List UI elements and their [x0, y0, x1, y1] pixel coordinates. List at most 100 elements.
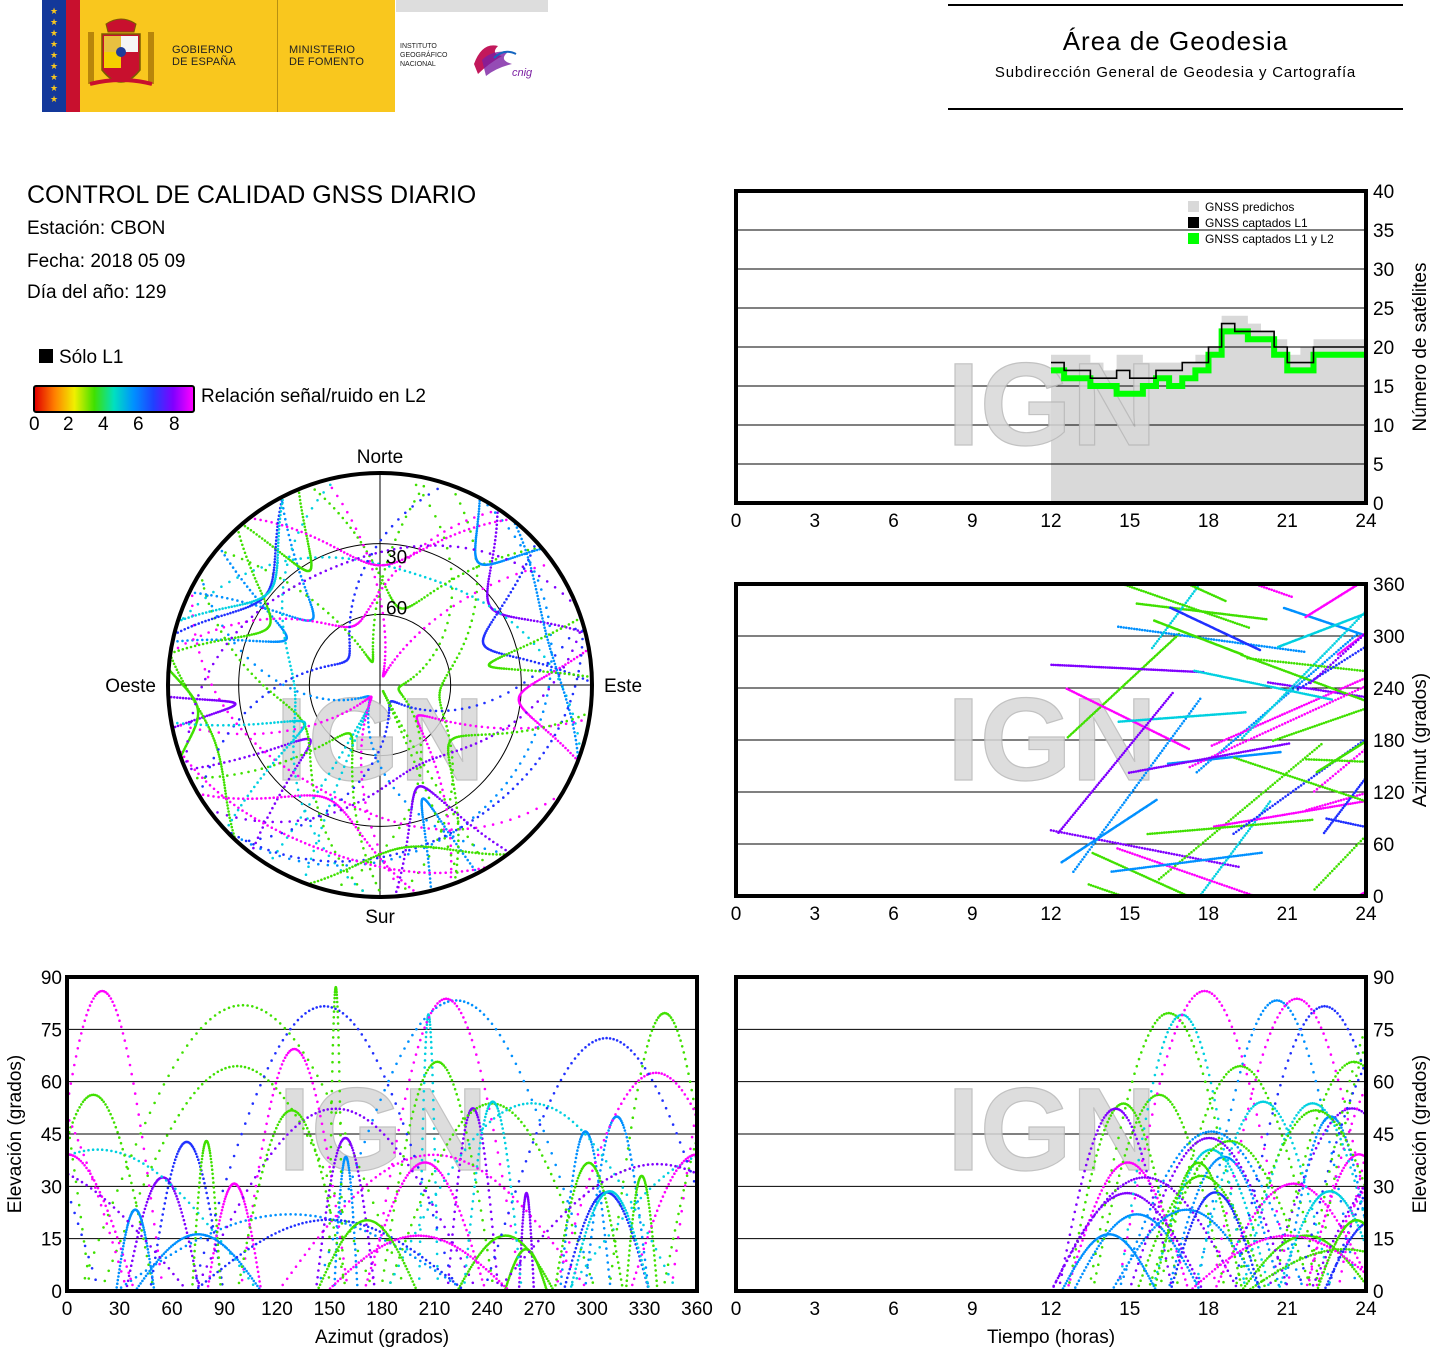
x-tick-label: 9: [967, 1299, 978, 1320]
eu-stars-icon: ★ ★ ★ ★ ★ ★ ★ ★ ★: [49, 6, 59, 104]
y-axis-label: Número de satélites: [1410, 263, 1431, 432]
l1-step-line: [1051, 322, 1366, 379]
x-tick-label: 360: [681, 1299, 713, 1320]
satellite-track: [553, 1161, 625, 1293]
y-tick-label: 60: [1373, 835, 1394, 856]
satellite-track: [1241, 1102, 1366, 1293]
ring-label-30: 30: [386, 548, 407, 569]
snr-tick-6: 6: [133, 414, 144, 435]
cnig-logo-icon: cnig: [474, 45, 533, 79]
satellite-track: [1193, 669, 1333, 701]
satellite-track: [1153, 619, 1244, 656]
x-tick-label: 15: [1119, 1299, 1140, 1320]
x-tick-label: 21: [1277, 904, 1298, 925]
gov-name: GOBIERNO DE ESPAÑA: [172, 44, 236, 68]
y-tick-label: 60: [41, 1073, 62, 1094]
satellite-track: [1117, 711, 1247, 723]
x-tick-label: 24: [1355, 1299, 1377, 1320]
x-tick-label: 0: [731, 904, 742, 925]
plot-frame: [65, 975, 699, 1293]
x-tick-label: 18: [1198, 904, 1219, 925]
y-tick-label: 15: [1373, 377, 1394, 398]
satellite-track: [1210, 677, 1367, 747]
y-tick-label: 30: [1373, 260, 1394, 281]
x-tick-label: 330: [629, 1299, 661, 1320]
x-axis-label: Tiempo (horas): [987, 1327, 1115, 1348]
x-tick-label: 24: [1355, 904, 1377, 925]
x-tick-label: 21: [1277, 511, 1298, 532]
satellite-track: [624, 1174, 659, 1293]
x-tick-label: 6: [888, 511, 899, 532]
snr-tick-0: 0: [29, 414, 40, 435]
header-rule-top: [948, 4, 1403, 6]
x-tick-label: 300: [576, 1299, 608, 1320]
y-tick-label: 30: [41, 1177, 62, 1198]
satellite-track: [1060, 798, 1158, 864]
satellite-track: [1296, 646, 1366, 691]
x-tick-label: 12: [1040, 1299, 1061, 1320]
satellite-track: [1065, 687, 1191, 751]
logo-grey-bar: [396, 0, 548, 12]
x-tick-label: 0: [62, 1299, 73, 1320]
satellite-track: [1127, 742, 1291, 774]
satellite-track: [1057, 691, 1174, 834]
satellite-track: [503, 1247, 549, 1293]
elevation_azimuth-chart: 0 15 30 45 60 75 90 0 30 60 90 120 150 180 210 240 270 30…: [5, 968, 713, 1348]
satellite-track: [1282, 606, 1367, 637]
satellite-track: [1049, 829, 1240, 869]
satellite-track: [1315, 740, 1367, 774]
satellite-track: [1110, 851, 1263, 873]
date-label: Fecha: 2018 05 09: [27, 251, 186, 272]
horizon-circle: [166, 471, 594, 899]
ministry-line-1: MINISTERIO: [289, 44, 356, 56]
legend-swatch: [1188, 217, 1199, 228]
x-tick-label: 0: [731, 1299, 742, 1320]
solo-l1-swatch: [39, 349, 53, 363]
x-tick-label: 24: [1355, 511, 1377, 532]
doy-label: Día del año: 129: [27, 282, 167, 303]
watermark-text: IGN: [947, 1064, 1157, 1196]
x-tick-label: 12: [1040, 904, 1061, 925]
x-tick-label: 270: [524, 1299, 556, 1320]
satellite-track: [1135, 602, 1268, 621]
ring-label-60: 60: [386, 598, 407, 619]
ministry-line-2: DE FOMENTO: [289, 56, 365, 68]
plot-frame: [734, 582, 1368, 898]
spain-coat-of-arms-icon: [88, 18, 154, 86]
y-tick-label: 360: [1373, 575, 1405, 596]
ign-line-2: GEOGRÁFICO: [400, 52, 448, 59]
y-tick-label: 45: [1373, 1125, 1394, 1146]
satellite-track: [190, 1139, 223, 1293]
y-tick-label: 20: [1373, 338, 1394, 359]
gov-line-1: GOBIERNO: [172, 44, 233, 56]
ign-logo-area: [396, 12, 548, 112]
x-tick-label: 210: [419, 1299, 451, 1320]
south-label: Sur: [365, 907, 395, 928]
y-tick-label: 120: [1373, 783, 1405, 804]
y-tick-label: 300: [1373, 627, 1405, 648]
legend-label: GNSS predichos: [1205, 200, 1294, 214]
satellite-track: [1212, 800, 1366, 828]
x-tick-label: 15: [1119, 511, 1140, 532]
legend-swatch: [1188, 233, 1199, 244]
y-tick-label: 180: [1373, 731, 1405, 752]
x-tick-label: 9: [967, 511, 978, 532]
satellite-track: [1188, 685, 1365, 769]
government-logo-block: [42, 0, 395, 112]
cnig-text: cnig: [512, 67, 533, 79]
y-tick-label: 60: [1373, 1073, 1394, 1094]
y-axis-label: Elevación (grados): [5, 1055, 26, 1213]
y-tick-label: 0: [1373, 1282, 1384, 1303]
legend: GNSS predichos GNSS captados L1 GNSS capta…: [1188, 200, 1334, 246]
area-title: Área de Geodesia: [1062, 26, 1289, 56]
report-title: CONTROL DE CALIDAD GNSS DIARIO: [27, 181, 477, 209]
legend-label: GNSS captados L1: [1205, 216, 1308, 230]
satellite-track: [1169, 606, 1262, 652]
x-tick-label: 60: [161, 1299, 182, 1320]
satellites-chart: 0 5 10 15 20 25 30 35 40 0 3 6 9 12 15 18 21 24 Número de …: [731, 182, 1431, 532]
y-tick-label: 0: [51, 1282, 62, 1303]
satellite-track: [1050, 663, 1205, 674]
x-tick-label: 240: [471, 1299, 503, 1320]
